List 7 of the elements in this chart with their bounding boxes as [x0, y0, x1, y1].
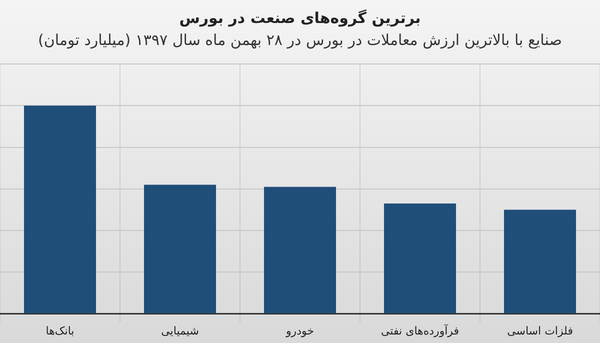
- x-tick-label: خودرو: [284, 324, 314, 338]
- x-tick-label: فرآورده‌های نفتی: [380, 323, 460, 338]
- chart-title: برترین گروه‌های صنعت در بورس: [179, 8, 421, 27]
- x-tick-label: فلزات اساسی: [507, 324, 573, 338]
- x-tick-label: شیمیایی: [161, 324, 199, 338]
- x-tick-label: بانک‌ها: [46, 324, 74, 338]
- chart-subtitle: صنایع با بالاترین ارزش معاملات در بورس در ۲۸ بهمن ماه سال ۱۳۹۷ (میلیارد تومان): [38, 30, 562, 49]
